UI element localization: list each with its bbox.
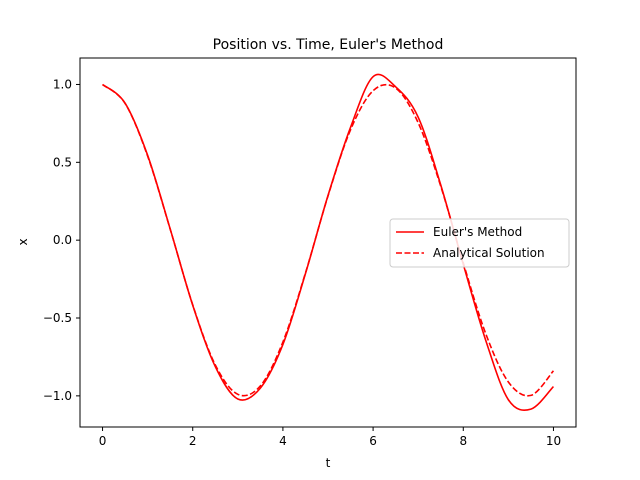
x-tick-label: 0 — [99, 434, 107, 448]
x-tick-label: 2 — [189, 434, 197, 448]
plot-lines — [102, 73, 555, 411]
x-tick-label: 10 — [546, 434, 561, 448]
legend-label-2: Analytical Solution — [433, 246, 545, 260]
x-tick-label: 6 — [369, 434, 377, 448]
plot-frame — [79, 57, 577, 428]
legend-label-1: Euler's Method — [433, 225, 522, 239]
chart-title: Position vs. Time, Euler's Method — [213, 37, 444, 53]
y-tick-label: 0.0 — [53, 233, 72, 247]
x-axis-label: t — [326, 456, 331, 470]
y-tick-label: −0.5 — [43, 311, 72, 325]
series-line-2 — [102, 83, 555, 397]
y-axis-label: x — [16, 238, 30, 245]
y-tick-label: 0.5 — [53, 155, 72, 169]
legend-box — [389, 218, 570, 268]
legend: Euler's Method Analytical Solution — [389, 218, 570, 268]
y-tick-label: −1.0 — [43, 389, 72, 403]
x-tick-label: 8 — [459, 434, 467, 448]
x-tick-label: 4 — [279, 434, 287, 448]
x-axis-ticks: 0 2 4 6 8 10 — [99, 427, 561, 448]
y-axis-ticks: −1.0 −0.5 0.0 0.5 1.0 — [43, 77, 80, 403]
y-tick-label: 1.0 — [53, 77, 72, 91]
